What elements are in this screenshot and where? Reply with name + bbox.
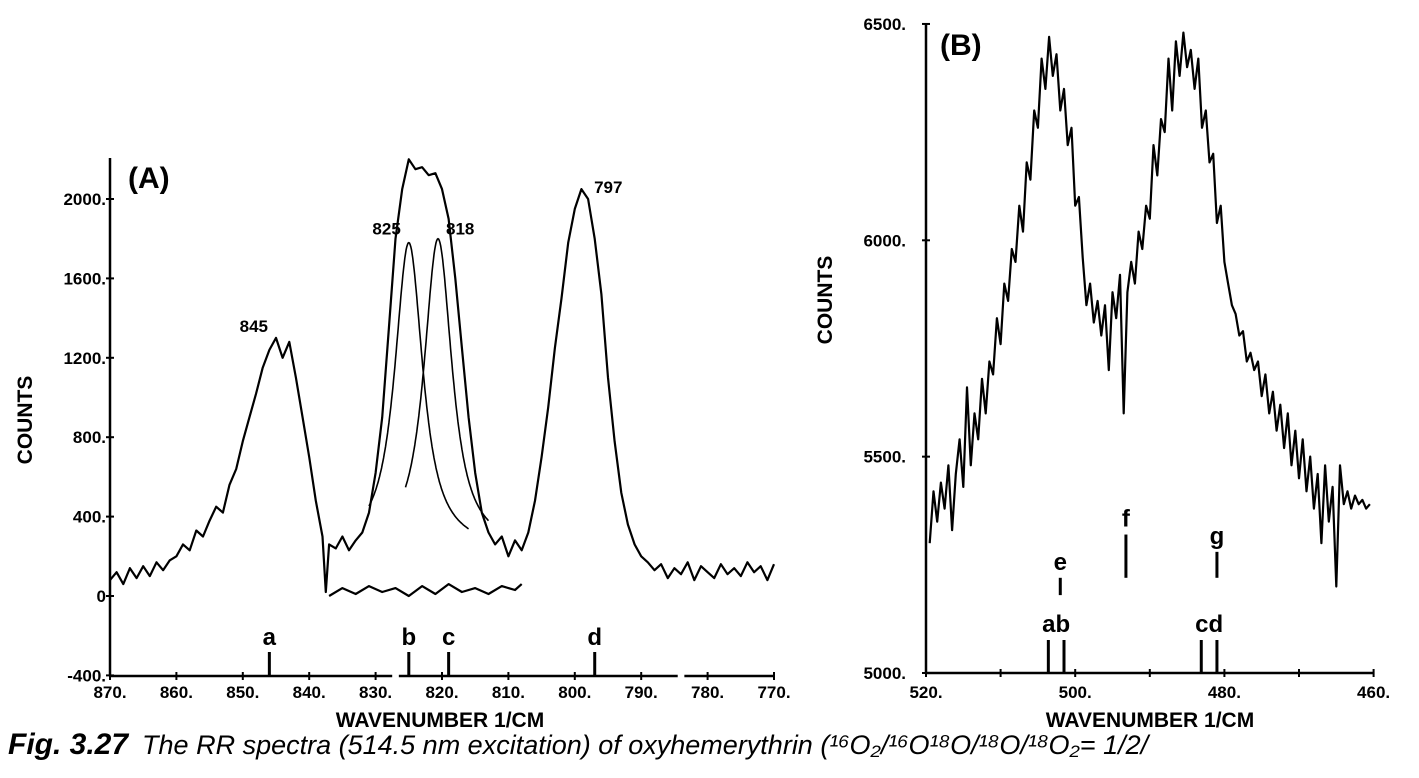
panel-b-y-tick-label: 5500. xyxy=(863,448,906,467)
panel-a: (A) WAVENUMBER 1/CM COUNTS 870. 860. 850. 8… xyxy=(14,158,791,732)
panel-a-residual-trace xyxy=(328,582,523,598)
panel-a-peak-label: 818 xyxy=(446,220,474,239)
panel-a-label: (A) xyxy=(128,162,170,195)
panel-a-x-tick-label: 820. xyxy=(425,683,458,702)
panel-a-peak-label: 825 xyxy=(372,220,400,239)
panel-a-y-tick-label: 400. xyxy=(73,508,106,527)
panel-a-x-tick-label: 810. xyxy=(492,683,525,702)
panel-a-stick-label: b xyxy=(401,624,416,651)
panel-b-x-tick-label: 460. xyxy=(1357,683,1390,702)
panel-b-stick-group-label: cd xyxy=(1195,611,1223,638)
panel-a-stick-label: d xyxy=(587,624,602,651)
panel-b-y-tick-label: 6000. xyxy=(863,231,906,250)
panel-a-x-tick-label: 870. xyxy=(93,683,126,702)
panel-a-y-tick-label: 0 xyxy=(97,587,106,606)
caption-label: Fig. 3.27 xyxy=(8,728,129,761)
panel-a-fit-curve-825 xyxy=(368,241,469,530)
panel-a-y-tick-label: 2000. xyxy=(63,190,106,209)
panel-a-spectrum-trace xyxy=(109,158,776,594)
panel-a-x-tick-label: 800. xyxy=(558,683,591,702)
panel-a-x-tick-label: 860. xyxy=(160,683,193,702)
panel-a-fit-curve-818 xyxy=(404,237,490,522)
panel-b-y-tick-label: 6500. xyxy=(863,15,906,34)
panel-a-x-tick-label: 770. xyxy=(757,683,790,702)
panel-b-y-tick-label: 5000. xyxy=(863,664,906,683)
figure-caption: Fig. 3.27 The RR spectra (514.5 nm excita… xyxy=(8,728,1148,762)
panel-b-stick-group-label: ab xyxy=(1042,611,1070,638)
panel-b-x-tick-label: 520. xyxy=(909,683,942,702)
panel-b-x-tick-label: 500. xyxy=(1059,683,1092,702)
panel-a-x-tick-label: 830. xyxy=(359,683,392,702)
panel-a-y-tick-label: 1200. xyxy=(63,349,106,368)
panel-b-spectrum-trace xyxy=(928,31,1371,588)
panel-a-y-axis-title: COUNTS xyxy=(14,376,37,465)
panel-a-x-tick-label: 780. xyxy=(691,683,724,702)
panel-a-x-tick-label: 790. xyxy=(625,683,658,702)
panel-a-peak-label: 797 xyxy=(594,178,622,197)
panel-a-y-tick-label: 1600. xyxy=(63,269,106,288)
panel-a-stick-label: c xyxy=(442,624,455,651)
panel-b-stick-label: g xyxy=(1210,523,1225,550)
panel-a-peak-label: 845 xyxy=(240,317,268,336)
panel-b-x-tick-label: 480. xyxy=(1208,683,1241,702)
panel-b-x-axis-title: WAVENUMBER 1/CM xyxy=(1046,709,1254,732)
panel-b-stick-label: f xyxy=(1122,506,1131,533)
panel-b: (B) WAVENUMBER 1/CM COUNTS 520. 500. 480. 4… xyxy=(814,15,1390,732)
panel-b-label: (B) xyxy=(940,29,982,62)
caption-text: The RR spectra (514.5 nm excitation) of … xyxy=(142,730,1149,760)
panel-a-x-tick-label: 850. xyxy=(226,683,259,702)
panel-a-y-tick-label: 800. xyxy=(73,428,106,447)
panel-a-x-tick-label: 840. xyxy=(293,683,326,702)
panel-a-y-tick-label: -400. xyxy=(67,666,106,685)
panel-a-stick-label: a xyxy=(263,624,277,651)
panel-a-x-axis-title: WAVENUMBER 1/CM xyxy=(336,709,544,732)
panel-b-y-axis-title: COUNTS xyxy=(814,256,837,345)
panel-b-stick-label: e xyxy=(1054,549,1067,576)
